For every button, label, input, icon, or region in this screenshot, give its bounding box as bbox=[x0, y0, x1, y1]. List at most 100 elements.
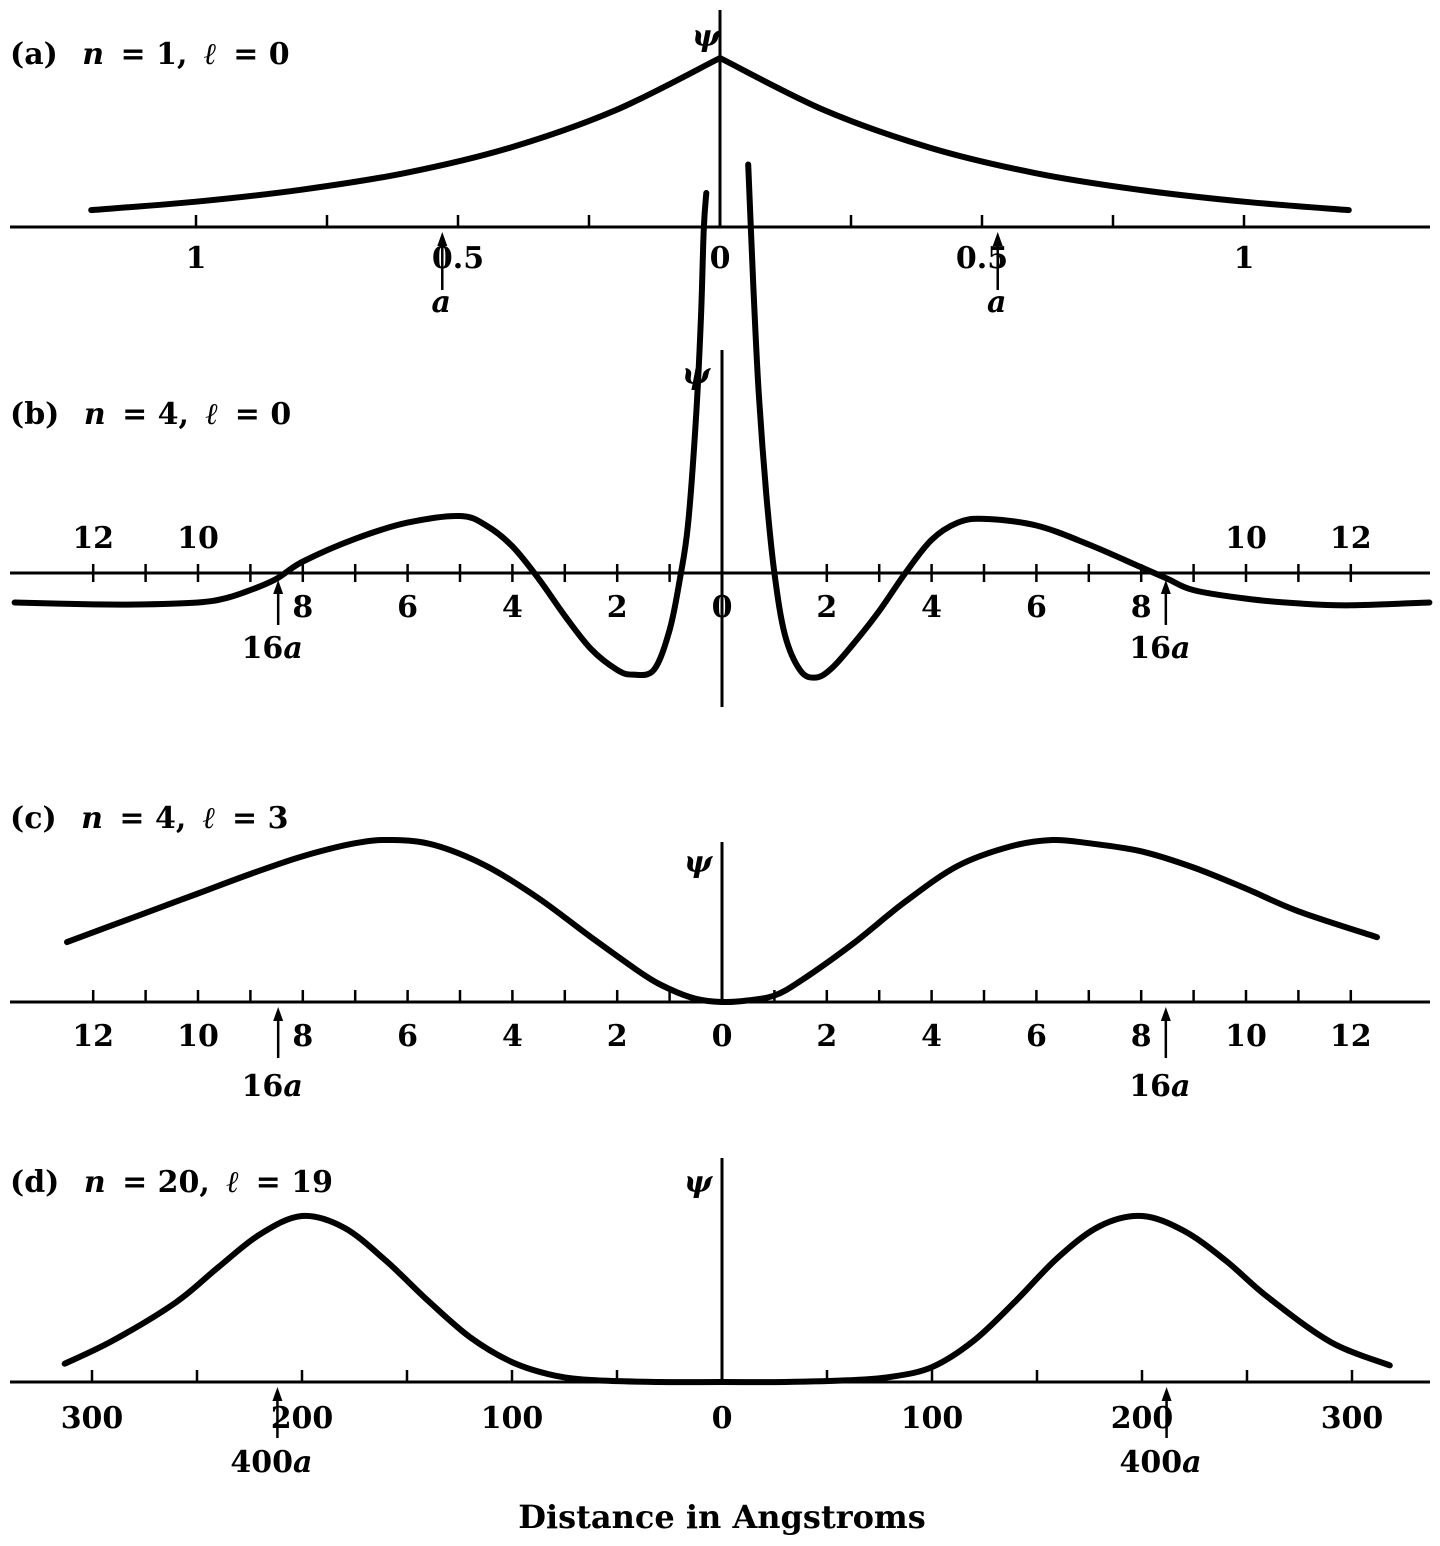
panel-a-label: (a) bbox=[10, 37, 58, 72]
tick-label: 10 bbox=[177, 1019, 219, 1054]
tick-label: 300 bbox=[61, 1401, 124, 1436]
tick-label: 4 bbox=[921, 1019, 942, 1054]
panel-c-markers: 16a 16a bbox=[242, 1007, 1190, 1104]
tick-label: 0.5 bbox=[956, 241, 1008, 276]
panel-b-curves bbox=[11, 161, 1433, 681]
marker-label: 400a bbox=[1120, 1445, 1202, 1480]
tick-label: 4 bbox=[921, 590, 942, 625]
marker-arrowhead bbox=[1160, 580, 1171, 594]
marker-arrowhead bbox=[992, 232, 1003, 246]
panel-d: (d) n = 20, ℓ = 19 ψ 300 200 100 0 100 200 300… bbox=[10, 1158, 1430, 1536]
tick-label: 4 bbox=[502, 1019, 523, 1054]
marker-label: 400a bbox=[230, 1445, 312, 1480]
tick-label: 300 bbox=[1321, 1401, 1384, 1436]
tick-label: 10 bbox=[177, 521, 219, 556]
marker-arrowhead bbox=[273, 580, 284, 594]
panel-a-l-value: = 0 bbox=[233, 37, 289, 72]
tick-label: 200 bbox=[271, 1401, 334, 1436]
panel-d-l-value: = 19 bbox=[256, 1165, 333, 1200]
panel-d-n-symbol: n bbox=[84, 1165, 106, 1200]
panel-d-tick-labels: 300 200 100 0 100 200 300 bbox=[61, 1401, 1384, 1436]
panel-d-title: (d) n = 20, ℓ = 19 bbox=[10, 1165, 333, 1200]
panel-d-n-value: = 20, bbox=[122, 1165, 210, 1200]
tick-label: 2 bbox=[607, 1019, 628, 1054]
panel-a-l-symbol: ℓ bbox=[204, 37, 217, 72]
tick-label: 1 bbox=[186, 241, 207, 276]
panel-b-tick-labels: 8 6 4 2 0 2 4 6 8 12 10 10 12 bbox=[72, 521, 1371, 625]
panel-c-ylabel: ψ bbox=[684, 845, 714, 880]
tick-label: 0 bbox=[710, 241, 731, 276]
panel-a-tick-labels: 1 0.5 0 0.5 1 bbox=[186, 241, 1255, 276]
tick-label: 12 bbox=[1330, 1019, 1372, 1054]
panel-c: (c) n = 4, ℓ = 3 ψ 12 10 8 6 4 2 0 2 4 6 8 10 12 16a… bbox=[10, 801, 1430, 1104]
panel-c-l-symbol: ℓ bbox=[203, 801, 216, 836]
panel-b-title: (b) n = 4, ℓ = 0 bbox=[10, 397, 291, 432]
psi-curve-1 bbox=[11, 190, 710, 679]
tick-label: 6 bbox=[1026, 1019, 1047, 1054]
marker-arrowhead bbox=[1160, 1007, 1171, 1021]
panel-c-label: (c) bbox=[10, 801, 57, 836]
panel-a-ticks bbox=[194, 215, 1246, 227]
tick-label: 0 bbox=[712, 1019, 733, 1054]
panel-d-l-symbol: ℓ bbox=[226, 1165, 239, 1200]
marker-arrowhead bbox=[437, 232, 448, 246]
tick-label: 6 bbox=[397, 590, 418, 625]
panel-d-curves bbox=[61, 1212, 1393, 1386]
marker-label: 16a bbox=[242, 1069, 303, 1104]
panel-c-curves bbox=[64, 836, 1380, 1006]
tick-label: 0.5 bbox=[432, 241, 484, 276]
panel-b: (b) n = 4, ℓ = 0 ψ 8 6 4 2 0 2 4 6 812 10 10 12 16a… bbox=[10, 161, 1433, 707]
tick-label: 2 bbox=[816, 1019, 837, 1054]
panel-b-label: (b) bbox=[10, 397, 59, 432]
panel-c-tick-labels: 12 10 8 6 4 2 0 2 4 6 8 10 12 bbox=[72, 1019, 1371, 1054]
tick-label: 1 bbox=[1234, 241, 1255, 276]
panel-a-curves bbox=[88, 55, 1352, 214]
marker-label: a bbox=[432, 285, 451, 320]
panel-a-n-symbol: n bbox=[82, 37, 104, 72]
panel-d-markers: 400a 400a bbox=[230, 1387, 1202, 1480]
tick-label: 200 bbox=[1111, 1401, 1174, 1436]
panel-c-l-value: = 3 bbox=[232, 801, 288, 836]
panel-d-ylabel: ψ bbox=[684, 1165, 714, 1200]
tick-label: 6 bbox=[1026, 590, 1047, 625]
tick-label: 0 bbox=[712, 590, 733, 625]
panel-b-n-value: = 4, bbox=[122, 397, 189, 432]
panel-c-title: (c) n = 4, ℓ = 3 bbox=[10, 801, 288, 836]
tick-label: 12 bbox=[1330, 521, 1372, 556]
marker-label: 16a bbox=[242, 631, 303, 666]
tick-label: 6 bbox=[397, 1019, 418, 1054]
panel-b-n-symbol: n bbox=[84, 397, 106, 432]
psi-curve-1 bbox=[88, 55, 1352, 214]
panel-a-n-value: = 1, bbox=[121, 37, 188, 72]
panel-c-n-value: = 4, bbox=[119, 801, 186, 836]
psi-curve-1 bbox=[61, 1212, 1393, 1386]
tick-label: 0 bbox=[712, 1401, 733, 1436]
tick-label: 2 bbox=[607, 590, 628, 625]
panel-b-l-symbol: ℓ bbox=[205, 397, 218, 432]
tick-label: 10 bbox=[1225, 1019, 1267, 1054]
marker-arrowhead bbox=[272, 1387, 283, 1401]
tick-label: 8 bbox=[292, 590, 313, 625]
panel-d-label: (d) bbox=[10, 1165, 59, 1200]
marker-label: 16a bbox=[1129, 1069, 1190, 1104]
tick-label: 8 bbox=[1131, 590, 1152, 625]
tick-label: 12 bbox=[72, 521, 114, 556]
marker-label: 16a bbox=[1129, 631, 1190, 666]
tick-label: 8 bbox=[1131, 1019, 1152, 1054]
panel-c-n-symbol: n bbox=[81, 801, 103, 836]
x-axis-title: Distance in Angstroms bbox=[518, 1498, 926, 1536]
psi-curve-2 bbox=[745, 161, 1433, 681]
panel-c-ticks bbox=[91, 990, 1353, 1002]
tick-label: 8 bbox=[292, 1019, 313, 1054]
tick-label: 12 bbox=[72, 1019, 114, 1054]
marker-arrowhead bbox=[273, 1007, 284, 1021]
psi-curve-1 bbox=[64, 836, 1380, 1006]
panel-a-title: (a) n = 1, ℓ = 0 bbox=[10, 37, 290, 72]
panel-a-ylabel: ψ bbox=[692, 19, 722, 54]
marker-label: a bbox=[987, 285, 1006, 320]
panel-d-ticks bbox=[90, 1370, 1354, 1382]
tick-label: 100 bbox=[481, 1401, 544, 1436]
